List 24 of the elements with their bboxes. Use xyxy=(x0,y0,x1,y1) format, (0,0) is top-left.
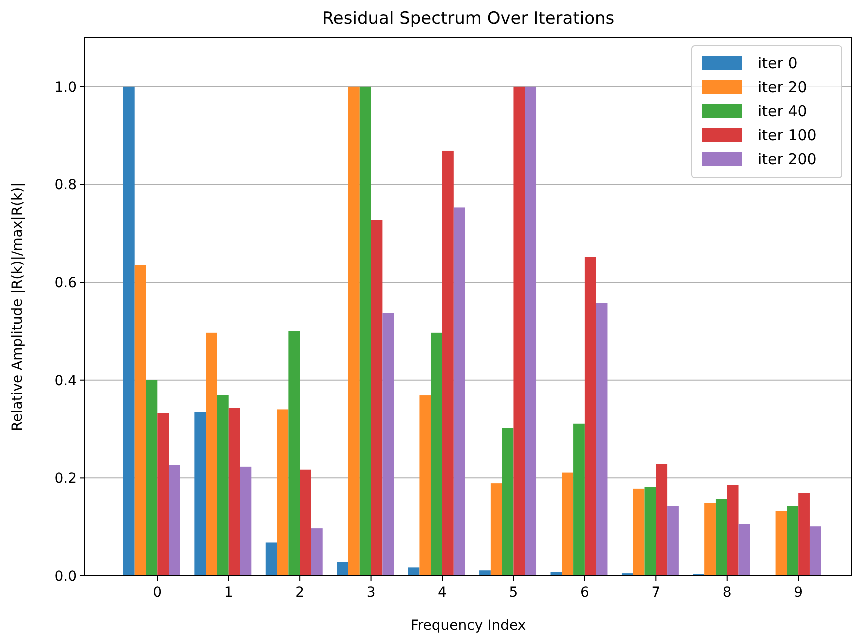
x-axis-title: Frequency Index xyxy=(410,618,526,634)
legend-label: iter 0 xyxy=(758,54,798,72)
y-axis-title: Relative Amplitude |R(k)|/max|R(k)| xyxy=(10,182,26,432)
y-tick-label: 1.0 xyxy=(54,80,77,96)
x-tick-label: 1 xyxy=(224,585,234,601)
x-tick-label: 7 xyxy=(652,585,661,601)
x-tick-label: 4 xyxy=(438,585,448,601)
y-tick-label: 0.6 xyxy=(54,275,78,292)
x-tick-label: 9 xyxy=(794,585,804,601)
x-tick-label: 2 xyxy=(296,585,305,601)
y-tick-label: 0.0 xyxy=(54,568,77,585)
legend-label: iter 200 xyxy=(758,150,817,168)
legend-label: iter 100 xyxy=(758,126,817,144)
x-tick-label: 3 xyxy=(366,585,376,601)
x-tick-label: 0 xyxy=(153,585,162,601)
y-tick-label: 0.8 xyxy=(54,178,77,194)
y-tick-label: 0.4 xyxy=(54,373,78,390)
chart-title: Residual Spectrum Over Iterations xyxy=(322,9,615,29)
x-tick-label: 5 xyxy=(509,585,518,601)
y-tick-label: 0.2 xyxy=(54,471,77,488)
x-tick-label: 6 xyxy=(580,585,590,601)
legend-label: iter 20 xyxy=(758,78,808,96)
x-tick-label: 8 xyxy=(722,585,732,601)
legend-label: iter 40 xyxy=(758,102,808,120)
